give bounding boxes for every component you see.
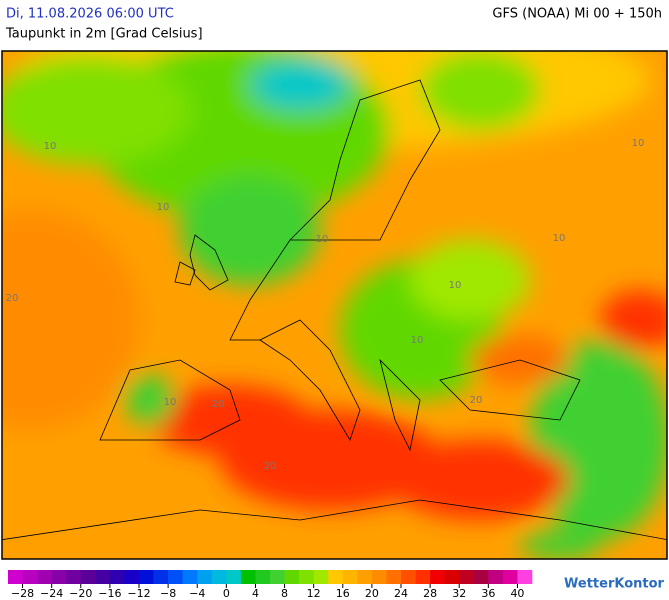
colorbar-swatch [255,570,271,584]
colorbar-swatch [517,570,533,584]
contour-label: 10 [553,233,566,244]
datetime: Di, 11.08.2026 06:00 UTC [6,7,174,22]
colorbar-swatch [182,570,198,584]
colorbar-swatch [95,570,111,584]
colorbar-swatch [197,570,213,584]
brand-logo: WetterKontor [564,577,665,592]
colorbar-swatch [401,570,416,584]
contour-label: 10 [157,202,170,213]
colorbar-swatch [80,570,96,584]
colorbar-swatch [502,570,518,584]
contour-label: 10 [632,138,645,149]
colorbar-swatch [299,570,314,584]
colorbar-label: 40 [510,587,524,600]
colorbar-label: −24 [40,587,63,600]
map: 10 10 20 10 10 10 10 10 20 20 10 20 [2,51,667,559]
model-run: GFS (NOAA) Mi 00 + 150h [492,7,662,22]
colorbar-swatch [211,570,227,584]
colorbar-label: 8 [281,587,288,600]
colorbar-swatch [386,570,402,584]
colorbar-label: 16 [336,587,350,600]
colorbar-label: −16 [98,587,121,600]
colorbar-swatch [415,570,431,584]
colorbar-label: 24 [394,587,408,600]
colorbar-label: −28 [11,587,34,600]
colorbar-swatch [240,570,256,584]
colorbar-swatch [342,570,358,584]
colorbar-swatch [153,570,169,584]
variable: Taupunkt in 2m [Grad Celsius] [5,27,203,42]
colorbar-swatch [328,570,344,584]
colorbar-swatch [488,570,504,584]
colorbar-swatch [313,570,329,584]
colorbar-label: 28 [423,587,437,600]
colorbar-swatch [37,570,52,584]
colorbar-label: −8 [160,587,176,600]
colorbar-label: 12 [307,587,321,600]
contour-label: 20 [6,293,19,304]
coastlines [2,79,667,541]
colorbar-label: −4 [189,587,205,600]
contour-label: 10 [449,280,462,291]
contour-label: 10 [316,234,329,245]
colorbar-swatch [51,570,67,584]
colorbar-swatch [473,570,489,584]
colorbar-swatch [124,570,140,584]
colorbar-swatch [430,570,445,584]
colorbar-swatch [284,570,300,584]
colorbar-label: −12 [127,587,150,600]
colorbar-swatch [66,570,82,584]
colorbar-label: 0 [223,587,230,600]
colorbar-swatch [109,570,125,584]
contour-label: 10 [164,397,177,408]
colorbar-label: −20 [69,587,92,600]
map-frame [1,50,668,560]
colorbar-label: 20 [365,587,379,600]
contour-label: 10 [411,335,424,346]
colorbar-swatch [139,570,154,584]
contour-label: 20 [470,395,483,406]
colorbar-swatch [168,570,183,584]
contour-label: 20 [264,461,277,472]
colorbar-swatch [226,570,242,584]
contour-label: 10 [44,141,57,152]
colorbar-swatch [444,570,460,584]
colorbar-swatch [371,570,387,584]
colorbar-label: 4 [252,587,259,600]
dewpoint-field [2,51,667,559]
colorbar-swatch [357,570,373,584]
colorbar-label: 32 [452,587,466,600]
colorbar-swatch [22,570,38,584]
colorbar-swatch [270,570,285,584]
colorbar-swatch [8,570,23,584]
colorbar-label: 36 [481,587,495,600]
contour-label: 20 [212,399,225,410]
colorbar-swatch [459,570,475,584]
